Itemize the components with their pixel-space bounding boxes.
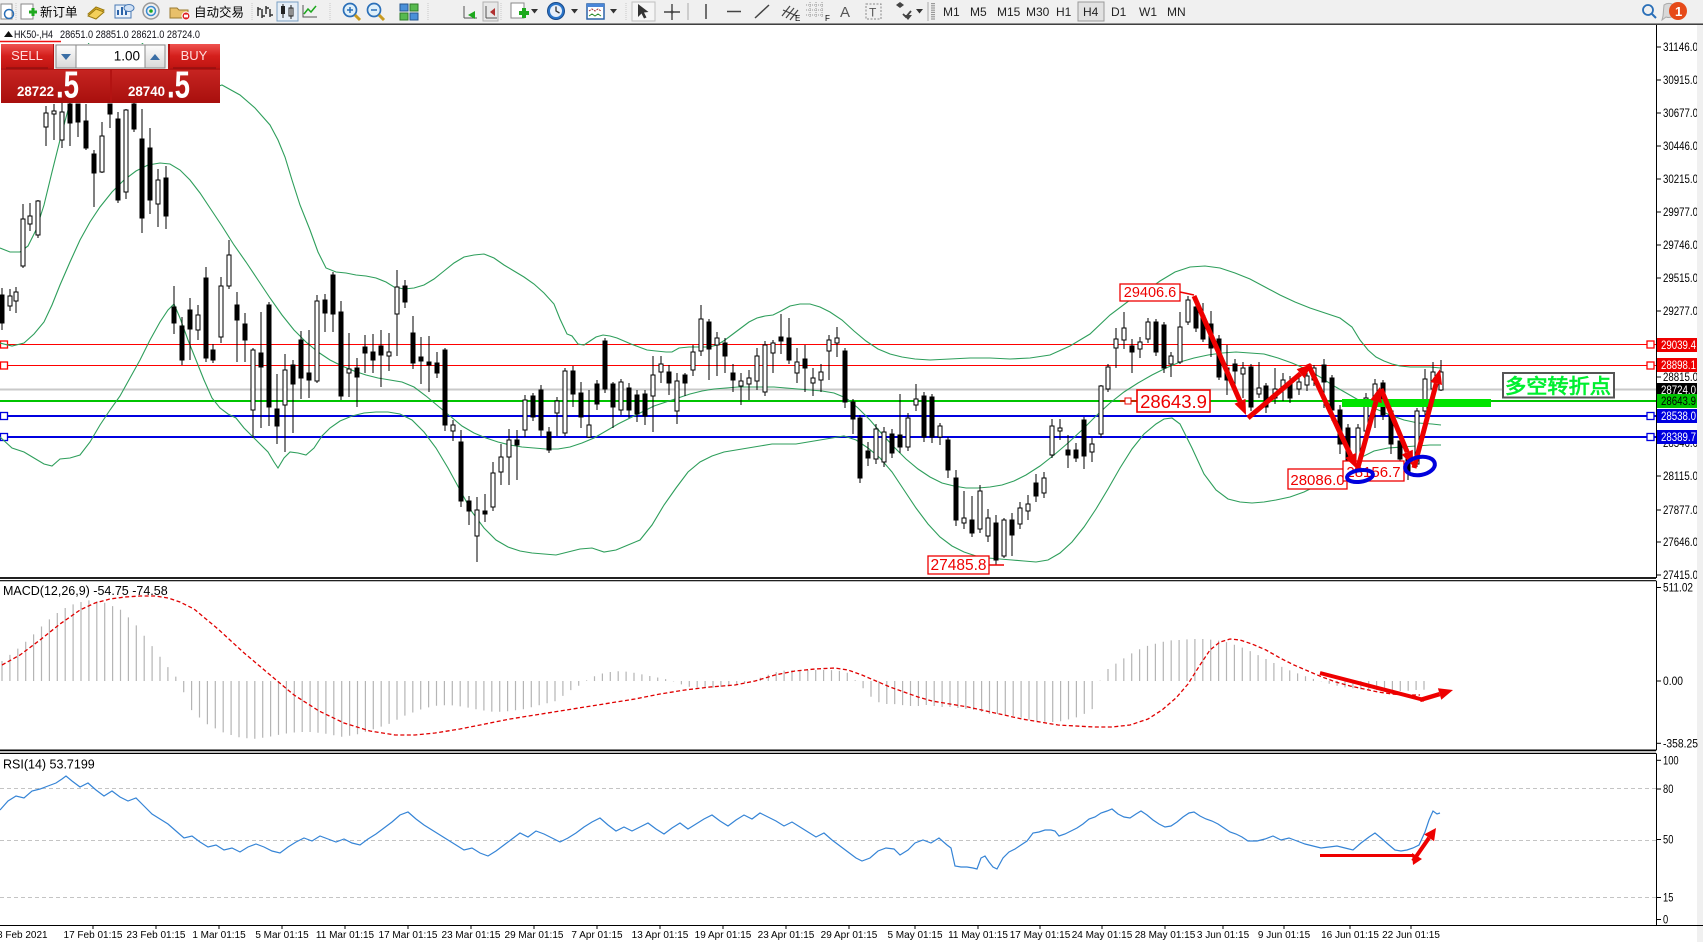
svg-text:15: 15 bbox=[1663, 893, 1673, 905]
svg-text:M15: M15 bbox=[997, 5, 1021, 19]
svg-text:28538.0: 28538.0 bbox=[1661, 411, 1696, 423]
svg-text:31146.0: 31146.0 bbox=[1663, 42, 1698, 54]
svg-text:100: 100 bbox=[1663, 755, 1679, 767]
svg-text:28086.0: 28086.0 bbox=[1290, 472, 1344, 489]
svg-text:11 Mar 01:15: 11 Mar 01:15 bbox=[316, 930, 375, 941]
svg-text:28740: 28740 bbox=[128, 83, 165, 99]
svg-text:28815.0: 28815.0 bbox=[1663, 372, 1698, 384]
svg-text:M30: M30 bbox=[1026, 5, 1050, 19]
svg-text:23 Mar 01:15: 23 Mar 01:15 bbox=[442, 930, 501, 941]
svg-text:16 Jun 01:15: 16 Jun 01:15 bbox=[1321, 930, 1379, 941]
svg-text:0: 0 bbox=[1663, 915, 1668, 927]
svg-text:29039.4: 29039.4 bbox=[1661, 340, 1697, 352]
svg-text:27877.0: 27877.0 bbox=[1663, 505, 1698, 517]
svg-text:27485.8: 27485.8 bbox=[930, 557, 986, 574]
svg-text:17 May 01:15: 17 May 01:15 bbox=[1010, 930, 1071, 941]
svg-text:SELL: SELL bbox=[11, 48, 43, 63]
svg-text:30915.0: 30915.0 bbox=[1663, 75, 1698, 87]
svg-text:MACD(12,26,9) -54.75 -74.58: MACD(12,26,9) -54.75 -74.58 bbox=[3, 584, 168, 598]
svg-text:30677.0: 30677.0 bbox=[1663, 108, 1698, 120]
svg-text:29 Apr 01:15: 29 Apr 01:15 bbox=[821, 930, 878, 941]
svg-text:30215.0: 30215.0 bbox=[1663, 174, 1698, 186]
svg-text:W1: W1 bbox=[1139, 5, 1157, 19]
svg-text:27646.0: 27646.0 bbox=[1663, 537, 1698, 549]
svg-text:28643.9: 28643.9 bbox=[1661, 396, 1696, 408]
svg-text:28115.0: 28115.0 bbox=[1663, 471, 1698, 483]
svg-text:1 Mar 01:15: 1 Mar 01:15 bbox=[192, 930, 246, 941]
svg-text:8 Feb 2021: 8 Feb 2021 bbox=[0, 930, 48, 941]
svg-text:3 Jun 01:15: 3 Jun 01:15 bbox=[1197, 930, 1250, 941]
svg-text:29977.0: 29977.0 bbox=[1663, 207, 1698, 219]
svg-text:17 Feb 01:15: 17 Feb 01:15 bbox=[64, 930, 123, 941]
svg-text:28 May 01:15: 28 May 01:15 bbox=[1135, 930, 1196, 941]
svg-text:1.00: 1.00 bbox=[114, 49, 140, 64]
svg-text:29277.0: 29277.0 bbox=[1663, 306, 1698, 318]
svg-text:9 Jun 01:15: 9 Jun 01:15 bbox=[1258, 930, 1311, 941]
svg-text:多空转折点: 多空转折点 bbox=[1505, 374, 1611, 398]
svg-text:80: 80 bbox=[1663, 784, 1673, 796]
svg-text:MN: MN bbox=[1167, 5, 1186, 19]
svg-text:511.02: 511.02 bbox=[1663, 583, 1693, 595]
svg-text:-358.25: -358.25 bbox=[1663, 738, 1698, 750]
svg-text:50: 50 bbox=[1663, 835, 1673, 847]
svg-text:22 Jun 01:15: 22 Jun 01:15 bbox=[1382, 930, 1440, 941]
svg-text:A: A bbox=[840, 4, 850, 21]
svg-text:M5: M5 bbox=[970, 5, 987, 19]
svg-text:0.00: 0.00 bbox=[1663, 676, 1683, 688]
svg-text:28898.1: 28898.1 bbox=[1661, 360, 1696, 372]
svg-text:11 May 01:15: 11 May 01:15 bbox=[948, 930, 1008, 941]
svg-text:新订单: 新订单 bbox=[40, 5, 78, 20]
svg-text:27415.0: 27415.0 bbox=[1663, 570, 1698, 582]
svg-text:23 Apr 01:15: 23 Apr 01:15 bbox=[758, 930, 815, 941]
svg-text:28643.9: 28643.9 bbox=[1140, 391, 1207, 412]
svg-text:23 Feb 01:15: 23 Feb 01:15 bbox=[127, 930, 186, 941]
svg-text:29406.6: 29406.6 bbox=[1124, 285, 1176, 301]
svg-text:7 Apr 01:15: 7 Apr 01:15 bbox=[571, 930, 623, 941]
svg-text:T: T bbox=[869, 6, 877, 20]
svg-text:.5: .5 bbox=[167, 65, 190, 107]
svg-text:1: 1 bbox=[1675, 4, 1682, 19]
svg-text:E: E bbox=[795, 14, 800, 23]
svg-text:17 Mar 01:15: 17 Mar 01:15 bbox=[379, 930, 438, 941]
svg-text:13 Apr 01:15: 13 Apr 01:15 bbox=[632, 930, 689, 941]
svg-text:5 Mar 01:15: 5 Mar 01:15 bbox=[255, 930, 309, 941]
svg-text:RSI(14) 53.7199: RSI(14) 53.7199 bbox=[3, 758, 95, 772]
svg-text:30446.0: 30446.0 bbox=[1663, 141, 1698, 153]
svg-text:H4: H4 bbox=[1083, 5, 1099, 19]
svg-text:F: F bbox=[825, 14, 830, 23]
svg-text:5 May 01:15: 5 May 01:15 bbox=[887, 930, 942, 941]
svg-text:M1: M1 bbox=[943, 5, 960, 19]
svg-text:19 Apr 01:15: 19 Apr 01:15 bbox=[695, 930, 752, 941]
svg-text:29515.0: 29515.0 bbox=[1663, 273, 1698, 285]
svg-text:HK50-,H4: HK50-,H4 bbox=[14, 29, 53, 41]
svg-text:自动交易: 自动交易 bbox=[194, 5, 244, 20]
svg-text:29746.0: 29746.0 bbox=[1663, 240, 1698, 252]
svg-text:H1: H1 bbox=[1056, 5, 1072, 19]
svg-text:28722: 28722 bbox=[17, 83, 54, 99]
svg-text:29 Mar 01:15: 29 Mar 01:15 bbox=[505, 930, 564, 941]
svg-text:24 May 01:15: 24 May 01:15 bbox=[1072, 930, 1133, 941]
svg-text:.5: .5 bbox=[56, 65, 79, 107]
svg-text:BUY: BUY bbox=[181, 48, 208, 63]
svg-text:28651.0 28851.0 28621.0 28724.: 28651.0 28851.0 28621.0 28724.0 bbox=[60, 29, 200, 41]
svg-text:D1: D1 bbox=[1111, 5, 1127, 19]
svg-text:28389.7: 28389.7 bbox=[1661, 432, 1696, 444]
